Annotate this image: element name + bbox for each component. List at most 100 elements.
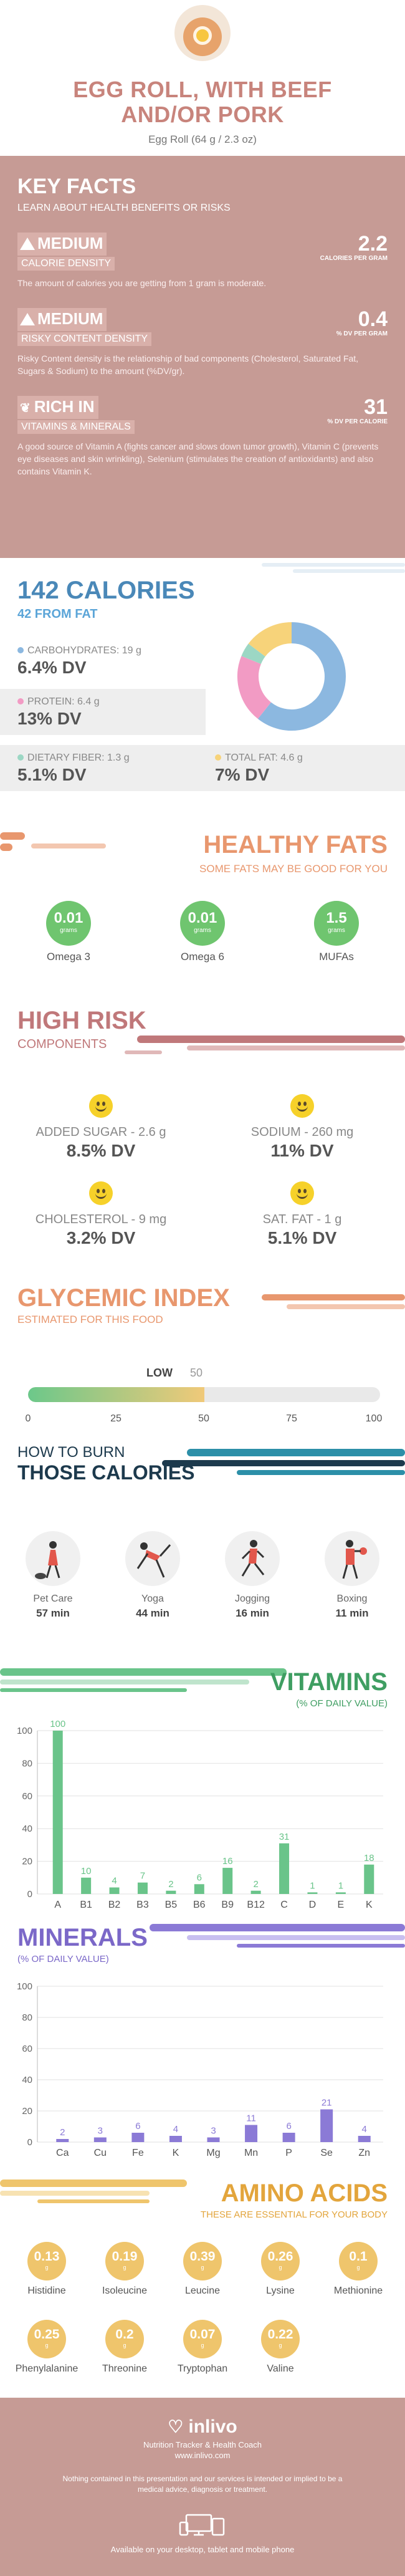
x-tick-label: B1 [80, 1900, 92, 1910]
x-tick-label: Mn [244, 2148, 258, 2158]
amino-badge: 0.07 g [183, 2320, 222, 2358]
fact-vitamins-minerals: ❦ RICH IN VITAMINS & MINERALS 31 % DV PER… [17, 396, 388, 478]
y-tick-label: 100 [17, 1981, 32, 1992]
bar-value-label: 7 [140, 1871, 145, 1882]
activity-time: 44 min [136, 1607, 169, 1619]
bar-value-label: 1 [338, 1880, 343, 1891]
fact-level: MEDIUM [37, 309, 103, 328]
decorative-stripes [150, 1924, 405, 1948]
burn-title-line1: HOW TO BURN [17, 1444, 125, 1461]
fat-label: Omega 3 [47, 951, 90, 963]
activity-label: Boxing [336, 1593, 368, 1604]
vitamins-section: VITAMINS (% OF DAILY VALUE) 0 20 40 60 80 100… [0, 1662, 405, 1918]
x-tick-label: Zn [358, 2148, 370, 2158]
bar-B1 [81, 1877, 92, 1894]
risk-label: ADDED SUGAR - 2.6 g [36, 1125, 166, 1139]
bar-value-label: 11 [246, 2113, 256, 2124]
healthy-fats-subtitle: SOME FATS MAY BE GOOD FOR YOU [199, 863, 388, 875]
risk-added-sugar: ADDED SUGAR - 2.6 g 8.5% DV [20, 1094, 182, 1161]
x-tick-label: B2 [108, 1900, 121, 1910]
y-tick-label: 40 [22, 1824, 32, 1834]
high-risk-section: HIGH RISK COMPONENTS ADDED SUGAR - 2.6 g… [0, 1001, 405, 1284]
fact-risky-content: MEDIUM RISKY CONTENT DENSITY 0.4 % DV PE… [17, 308, 388, 377]
vitamins-title: VITAMINS [270, 1668, 388, 1696]
minerals-bar-chart: 0 20 40 60 80 100 2 Ca 3 Cu 6 Fe 4 K 3 Mg 11 Mn 6 P 21 Se 4 Zn [17, 1981, 383, 2158]
y-tick-label: 80 [22, 2012, 32, 2023]
macro-dv: 6.4% DV [17, 658, 87, 677]
bar-value-label: 18 [364, 1853, 374, 1863]
donut-slice-carbohydrates [257, 622, 346, 731]
bar-Se [320, 2109, 333, 2142]
donut-slice-fiber [241, 643, 266, 665]
activity-label: Yoga [141, 1593, 164, 1604]
activity-time: 57 min [36, 1607, 70, 1619]
decorative-stripes [162, 1449, 405, 1475]
amino-badge: 0.25 g [27, 2320, 66, 2358]
risk-label: CHOLESTEROL - 9 mg [35, 1213, 167, 1226]
risk-dv: 5.1% DV [267, 1228, 337, 1247]
bar-Ca [56, 2139, 69, 2142]
glycemic-tick: 0 [25, 1413, 31, 1424]
legend-dot [17, 698, 24, 704]
decorative-stripes [0, 1668, 287, 1692]
fat-badge: 0.01 grams [46, 901, 91, 946]
glycemic-tick: 25 [110, 1413, 122, 1424]
x-tick-label: B6 [193, 1900, 206, 1910]
donut-slice-protein [237, 656, 272, 719]
activity-pet-care: Pet Care 57 min [6, 1531, 100, 1620]
bar-value-label: 6 [197, 1872, 202, 1883]
y-tick-label: 60 [22, 2044, 32, 2054]
bar-Cu [93, 2137, 107, 2142]
fact-value: 0.4 [358, 307, 388, 331]
decorative-stripes [125, 1036, 405, 1054]
glycemic-section: GLYCEMIC INDEX ESTIMATED FOR THIS FOOD L… [0, 1284, 405, 1434]
amino-label: Leucine [184, 2285, 221, 2296]
amino-subtitle: THESE ARE ESSENTIAL FOR YOUR BODY [200, 2209, 388, 2220]
amino-label: Phenylalanine [15, 2363, 79, 2374]
bar-value-label: 2 [168, 1879, 173, 1890]
amino-label: Histidine [27, 2285, 66, 2296]
legend-dot [17, 647, 24, 653]
amino-badge: 0.26 g [261, 2242, 300, 2280]
amino-valine: 0.22 g Valine [243, 2320, 318, 2375]
risk-dv: 8.5% DV [66, 1141, 136, 1160]
amino-label: Tryptophan [177, 2363, 228, 2374]
bar-B6 [194, 1884, 204, 1894]
x-tick-label: P [285, 2148, 292, 2158]
fat-label: Omega 6 [181, 951, 224, 963]
x-tick-label: Fe [132, 2148, 144, 2158]
bar-value-label: 21 [322, 2098, 332, 2108]
glycemic-tick: 100 [365, 1413, 383, 1424]
activity-label: Pet Care [33, 1593, 73, 1604]
glycemic-value: 50 [190, 1367, 203, 1379]
bar-B2 [109, 1887, 120, 1894]
legend-dot [17, 754, 24, 761]
activity-time: 16 min [236, 1607, 269, 1619]
activity-boxing: Boxing 11 min [305, 1531, 399, 1620]
decorative-stripes [0, 832, 106, 851]
brand-url[interactable]: www.inlivo.com [174, 2451, 231, 2460]
amino-badge: 0.19 g [105, 2242, 144, 2280]
y-tick-label: 60 [22, 1791, 32, 1802]
minerals-subtitle: (% OF DAILY VALUE) [17, 1954, 109, 1964]
fact-value: 31 [364, 395, 388, 419]
bar-value-label: 16 [222, 1856, 233, 1867]
amino-threonine: 0.2 g Threonine [87, 2320, 162, 2375]
bar-Fe [131, 2133, 145, 2142]
fact-unit: % DV PER GRAM [336, 330, 388, 337]
smiley-icon [290, 1181, 314, 1205]
leaf-icon: ❦ [20, 401, 31, 415]
y-tick-label: 0 [27, 1889, 32, 1900]
amino-acids-section: AMINO ACIDS THESE ARE ESSENTIAL FOR YOUR… [0, 2173, 405, 2398]
bar-value-label: 2 [253, 1879, 258, 1890]
amino-tryptophan: 0.07 g Tryptophan [165, 2320, 240, 2375]
risk-label: SAT. FAT - 1 g [262, 1213, 342, 1226]
amino-phenylalanine: 0.25 g Phenylalanine [9, 2320, 84, 2375]
risk-dv: 3.2% DV [66, 1228, 136, 1247]
high-risk-subtitle: COMPONENTS [17, 1037, 107, 1051]
macro-dv: 13% DV [17, 709, 82, 728]
smiley-icon [89, 1181, 113, 1205]
glycemic-title: GLYCEMIC INDEX [17, 1284, 230, 1312]
x-tick-label: A [54, 1900, 61, 1910]
activity-jogging: Jogging 16 min [206, 1531, 299, 1620]
